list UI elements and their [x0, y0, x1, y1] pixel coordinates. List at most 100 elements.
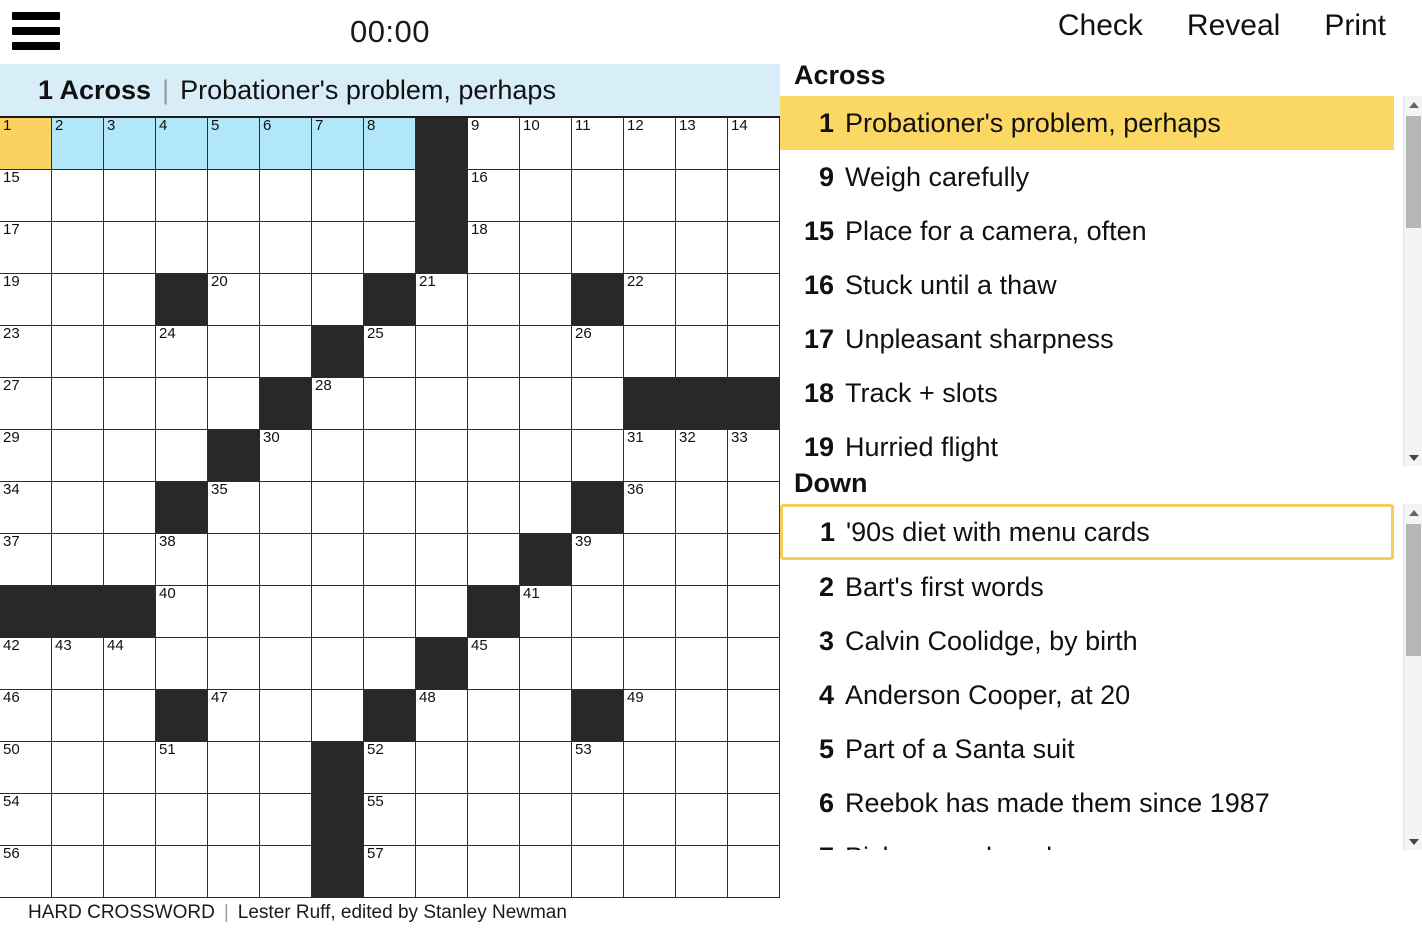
- grid-cell[interactable]: [260, 586, 312, 638]
- grid-cell[interactable]: [416, 586, 468, 638]
- grid-cell[interactable]: [156, 430, 208, 482]
- grid-cell[interactable]: 32: [676, 430, 728, 482]
- grid-cell[interactable]: 35: [208, 482, 260, 534]
- grid-cell[interactable]: [572, 846, 624, 898]
- grid-cell[interactable]: 10: [520, 118, 572, 170]
- grid-cell[interactable]: 8: [364, 118, 416, 170]
- grid-cell[interactable]: 34: [0, 482, 52, 534]
- grid-cell[interactable]: [364, 586, 416, 638]
- grid-cell[interactable]: [728, 638, 780, 690]
- grid-cell[interactable]: [468, 326, 520, 378]
- grid-cell[interactable]: [208, 170, 260, 222]
- grid-cell[interactable]: [52, 482, 104, 534]
- grid-cell[interactable]: 50: [0, 742, 52, 794]
- grid-cell[interactable]: 4: [156, 118, 208, 170]
- grid-cell[interactable]: [364, 430, 416, 482]
- grid-cell[interactable]: [104, 222, 156, 274]
- grid-cell[interactable]: [520, 378, 572, 430]
- grid-cell[interactable]: [416, 534, 468, 586]
- grid-cell[interactable]: 38: [156, 534, 208, 586]
- grid-cell[interactable]: [416, 846, 468, 898]
- grid-cell[interactable]: [468, 534, 520, 586]
- grid-cell[interactable]: [676, 794, 728, 846]
- grid-cell[interactable]: [312, 690, 364, 742]
- grid-cell[interactable]: 27: [0, 378, 52, 430]
- grid-cell[interactable]: [312, 170, 364, 222]
- grid-cell[interactable]: [208, 326, 260, 378]
- grid-cell[interactable]: 39: [572, 534, 624, 586]
- grid-cell[interactable]: [260, 638, 312, 690]
- across-clue-18[interactable]: 18 Track + slots: [780, 366, 1394, 420]
- grid-cell[interactable]: [728, 742, 780, 794]
- across-clue-1[interactable]: 1 Probationer's problem, perhaps: [780, 96, 1394, 150]
- grid-cell[interactable]: [208, 534, 260, 586]
- grid-cell[interactable]: [364, 482, 416, 534]
- grid-cell[interactable]: 29: [0, 430, 52, 482]
- grid-cell[interactable]: [728, 326, 780, 378]
- across-scrollbar-thumb[interactable]: [1406, 116, 1421, 228]
- grid-cell[interactable]: [52, 846, 104, 898]
- grid-cell[interactable]: [520, 482, 572, 534]
- grid-cell[interactable]: [624, 794, 676, 846]
- grid-cell[interactable]: [624, 326, 676, 378]
- grid-cell[interactable]: [676, 534, 728, 586]
- grid-cell[interactable]: [104, 430, 156, 482]
- grid-cell[interactable]: 3: [104, 118, 156, 170]
- grid-cell[interactable]: [572, 638, 624, 690]
- grid-cell[interactable]: [520, 846, 572, 898]
- grid-cell[interactable]: [52, 274, 104, 326]
- grid-cell[interactable]: 52: [364, 742, 416, 794]
- down-clue-6[interactable]: 6 Reebok has made them since 1987: [780, 776, 1394, 830]
- grid-cell[interactable]: [52, 378, 104, 430]
- grid-cell[interactable]: 53: [572, 742, 624, 794]
- grid-cell[interactable]: 17: [0, 222, 52, 274]
- grid-cell[interactable]: [104, 326, 156, 378]
- grid-cell[interactable]: [208, 378, 260, 430]
- crossword-grid[interactable]: 1 2 3 4 5 6 7 8 9 10 11 12 13 14 15 16 17 18 19 20 21 22 23 24 2…: [0, 116, 780, 898]
- grid-cell[interactable]: 43: [52, 638, 104, 690]
- grid-cell[interactable]: [52, 742, 104, 794]
- grid-cell[interactable]: [520, 794, 572, 846]
- grid-cell[interactable]: [676, 690, 728, 742]
- grid-cell[interactable]: 48: [416, 690, 468, 742]
- print-button[interactable]: Print: [1302, 6, 1408, 46]
- grid-cell[interactable]: [728, 690, 780, 742]
- grid-cell[interactable]: 55: [364, 794, 416, 846]
- grid-cell[interactable]: [52, 170, 104, 222]
- grid-cell[interactable]: 49: [624, 690, 676, 742]
- grid-cell[interactable]: [260, 222, 312, 274]
- grid-cell[interactable]: [312, 638, 364, 690]
- grid-cell[interactable]: [52, 690, 104, 742]
- grid-cell[interactable]: [260, 794, 312, 846]
- grid-cell[interactable]: [468, 430, 520, 482]
- grid-cell[interactable]: [416, 326, 468, 378]
- grid-cell[interactable]: 1: [0, 118, 52, 170]
- current-clue-bar[interactable]: 1 Across | Probationer's problem, perhap…: [0, 64, 780, 116]
- grid-cell[interactable]: [364, 222, 416, 274]
- grid-cell[interactable]: [208, 846, 260, 898]
- grid-cell[interactable]: [624, 170, 676, 222]
- grid-cell[interactable]: 14: [728, 118, 780, 170]
- across-clue-9[interactable]: 9 Weigh carefully: [780, 150, 1394, 204]
- grid-cell[interactable]: [260, 170, 312, 222]
- down-clue-2[interactable]: 2 Bart's first words: [780, 560, 1394, 614]
- grid-cell[interactable]: [208, 638, 260, 690]
- grid-cell[interactable]: [260, 690, 312, 742]
- grid-cell[interactable]: 41: [520, 586, 572, 638]
- grid-cell[interactable]: [156, 638, 208, 690]
- grid-cell[interactable]: [104, 482, 156, 534]
- grid-cell[interactable]: [728, 794, 780, 846]
- grid-cell[interactable]: [52, 326, 104, 378]
- grid-cell[interactable]: [468, 846, 520, 898]
- across-scrollbar[interactable]: [1403, 96, 1422, 466]
- grid-cell[interactable]: 30: [260, 430, 312, 482]
- grid-cell[interactable]: [728, 586, 780, 638]
- grid-cell[interactable]: [520, 170, 572, 222]
- grid-cell[interactable]: [416, 482, 468, 534]
- grid-cell[interactable]: [520, 690, 572, 742]
- down-clue-list[interactable]: 1 '90s diet with menu cards 2 Bart's first …: [780, 504, 1422, 850]
- grid-cell[interactable]: [416, 794, 468, 846]
- grid-cell[interactable]: 25: [364, 326, 416, 378]
- grid-cell[interactable]: 28: [312, 378, 364, 430]
- down-clue-1[interactable]: 1 '90s diet with menu cards: [780, 504, 1394, 560]
